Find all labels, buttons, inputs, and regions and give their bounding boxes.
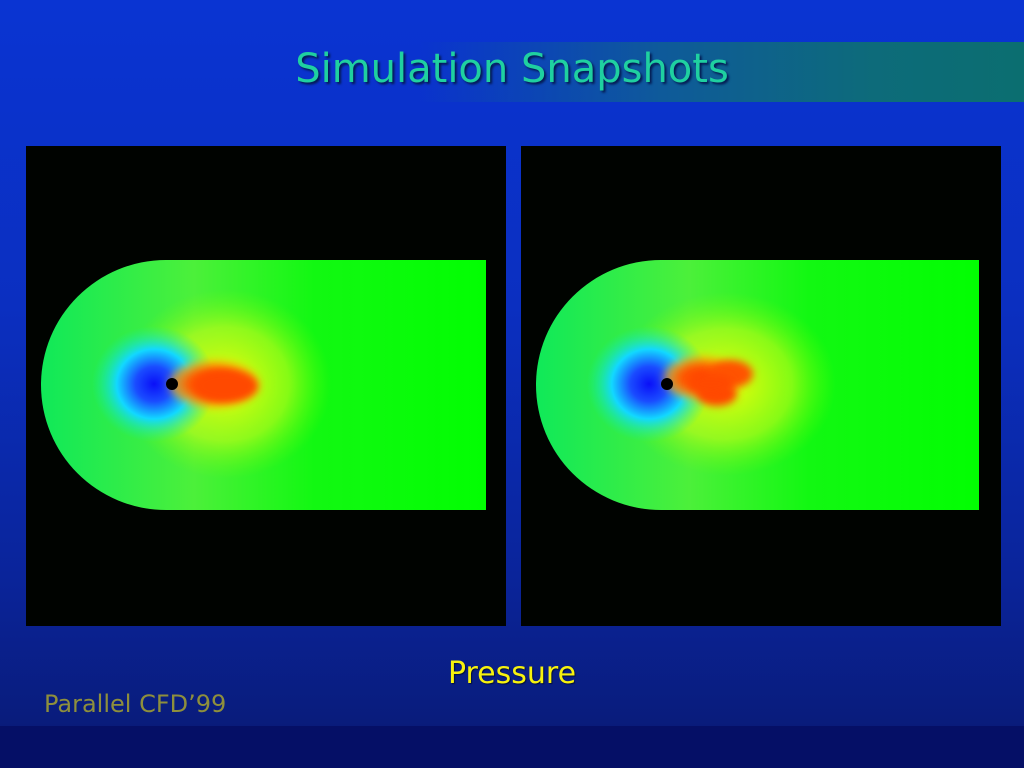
- pressure-field-left: [41, 260, 486, 510]
- slide-footer: Parallel CFD’99: [44, 690, 227, 718]
- slide-title: Simulation Snapshots: [295, 46, 729, 92]
- cylinder-right: [661, 378, 673, 390]
- title-band: [420, 42, 1024, 102]
- figure-caption: Pressure: [447, 656, 577, 691]
- cylinder-left: [166, 378, 178, 390]
- slide-bottom-bar: [0, 726, 1024, 768]
- snapshot-left: [26, 146, 506, 626]
- snapshot-right: [521, 146, 1001, 626]
- pressure-field-right: [536, 260, 979, 510]
